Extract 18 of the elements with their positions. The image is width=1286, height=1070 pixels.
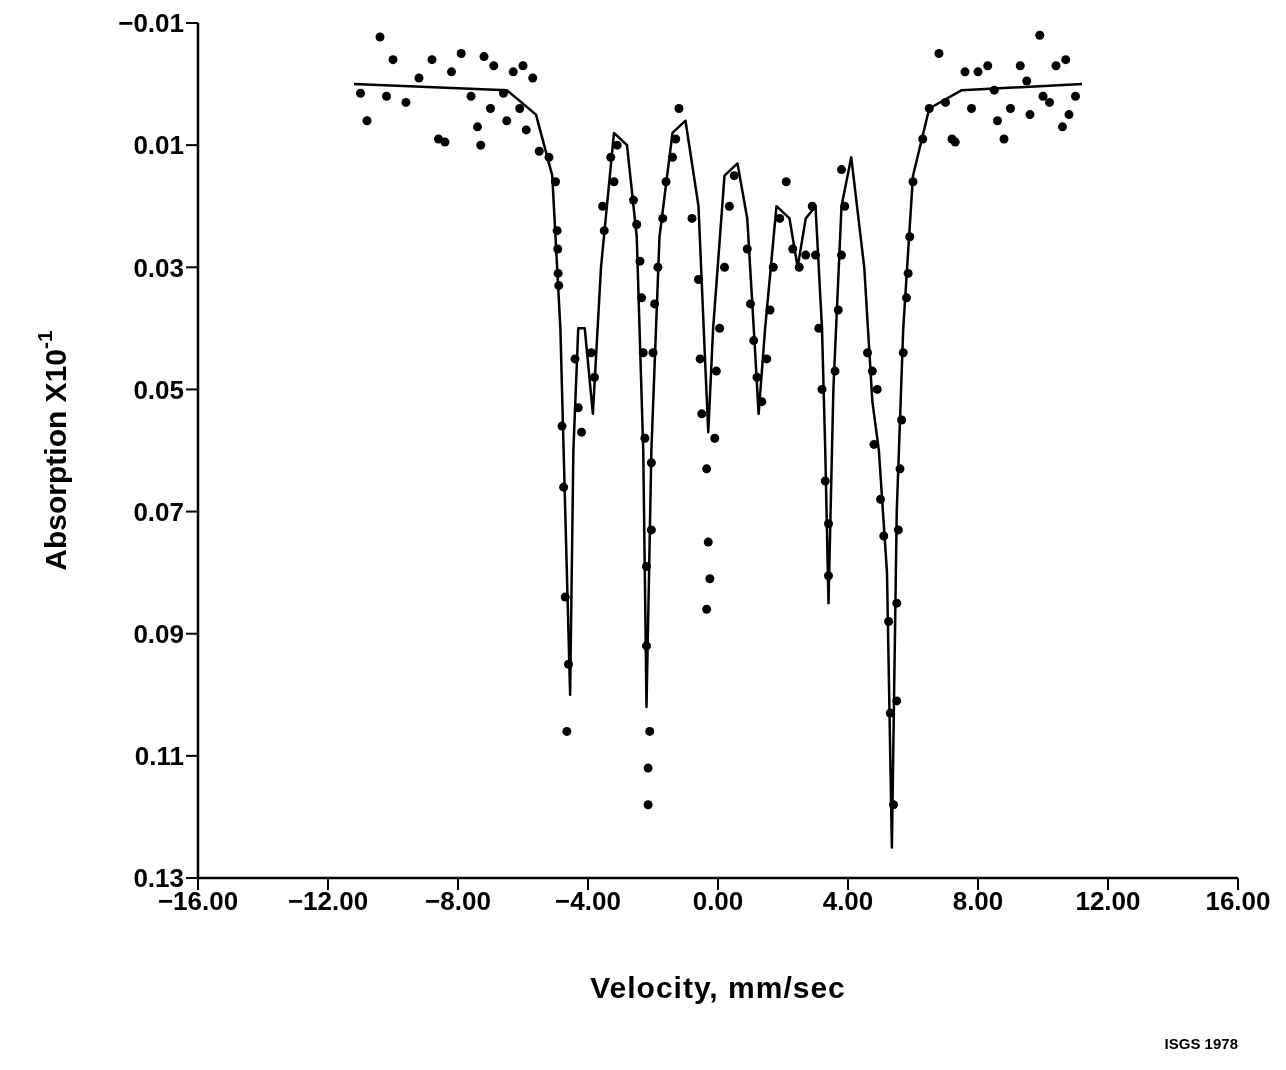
x-axis-title: Velocity, mm/sec — [590, 971, 846, 1004]
x-tick-label: −16.00 — [157, 886, 239, 917]
x-tick-label: 8.00 — [952, 886, 1004, 917]
y-tick-label: 0.07 — [133, 496, 184, 527]
y-tick-label: 0.01 — [133, 130, 184, 161]
text: ISGS 1978 — [1164, 1035, 1238, 1052]
x-tick-label: −4.00 — [555, 886, 621, 917]
y-tick-label: 0.05 — [133, 374, 184, 405]
x-tick-label: 4.00 — [822, 886, 874, 917]
y-tick-label: 0.03 — [133, 252, 184, 283]
y-tick-label: 0.09 — [133, 618, 184, 649]
x-tick-label: 16.00 — [1205, 886, 1271, 917]
x-tick-label: −12.00 — [287, 886, 369, 917]
x-tick-label: −8.00 — [425, 886, 491, 917]
y-tick-label: 0.11 — [134, 741, 184, 772]
y-tick-label: −0.01 — [118, 8, 184, 39]
x-tick-label: 0.00 — [692, 886, 744, 917]
x-tick-label: 12.00 — [1075, 886, 1141, 917]
